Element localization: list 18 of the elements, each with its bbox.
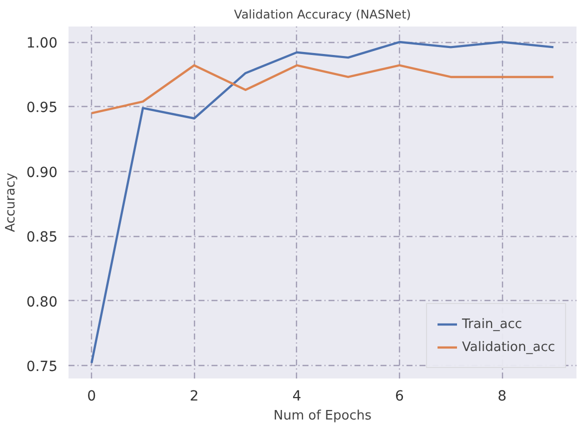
y-tick-label: 0.85: [26, 230, 58, 246]
legend-label: Train_acc: [462, 316, 522, 332]
x-axis-title: Num of Epochs: [274, 408, 372, 424]
chart-title: Validation Accuracy (NASNet): [234, 8, 411, 22]
x-tick-label: 6: [395, 388, 404, 404]
line-series: [90, 40, 555, 364]
line-series: [90, 64, 555, 114]
x-tick-label: 0: [87, 388, 96, 404]
y-axis-title: Accuracy: [3, 172, 18, 232]
x-tick-label: 8: [498, 388, 507, 404]
y-tick-label: 0.95: [26, 100, 58, 116]
y-tick-label: 0.80: [26, 294, 58, 310]
legend-label: Validation_acc: [462, 340, 555, 354]
y-tick-label: 0.90: [26, 164, 58, 181]
y-tick-label: 0.75: [26, 359, 58, 376]
y-tick-label: 1.00: [26, 36, 58, 52]
x-tick-label: 2: [190, 388, 199, 404]
x-tick-label: 4: [292, 388, 302, 404]
